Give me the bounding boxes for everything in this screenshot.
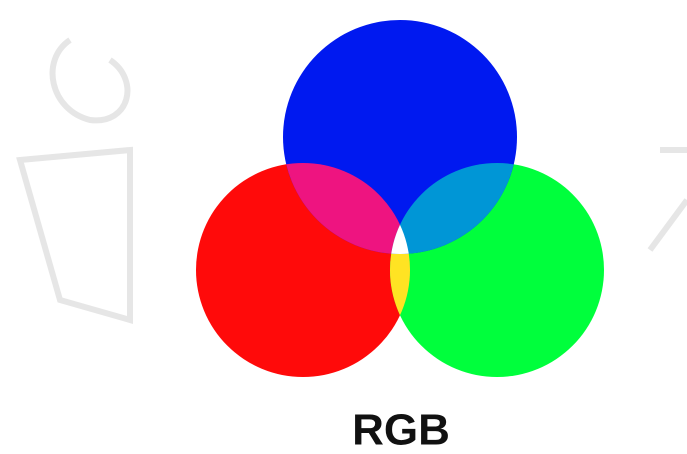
diagram-label: RGB [352, 406, 450, 454]
page: RGB (() => { const data = JSON.parse(doc… [0, 0, 687, 454]
rgb-diagram: RGB [0, 0, 687, 454]
